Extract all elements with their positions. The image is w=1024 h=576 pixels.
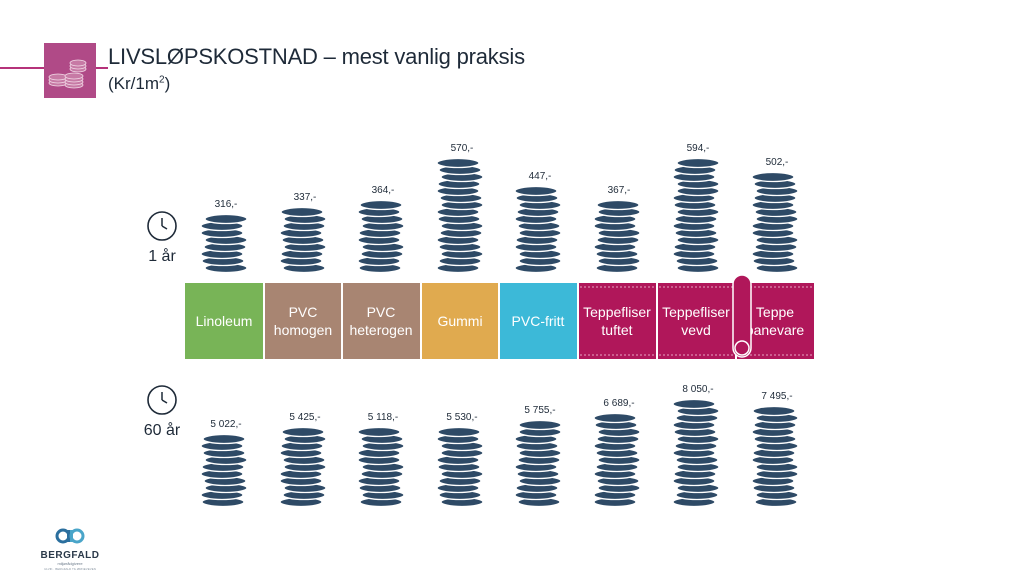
- coin-stack-1-year: [751, 171, 799, 274]
- brand-logo: BERGFALD miljørådgivere ULVIK · BERGFALD…: [38, 528, 102, 571]
- coin-stack-icon: [48, 59, 87, 89]
- category-label: heterogen: [349, 322, 412, 338]
- value-label-1-year: 447,-: [529, 171, 552, 182]
- category-label: Linoleum: [196, 313, 253, 329]
- coin: [751, 171, 795, 183]
- series-label: 1 år: [148, 247, 176, 265]
- coin: [672, 398, 716, 410]
- coin: [518, 419, 562, 431]
- coin-stack-1-year: [672, 157, 720, 274]
- carpet-roll-icon: [732, 274, 752, 358]
- category-cell: [657, 283, 735, 359]
- coin: [281, 426, 325, 438]
- coin-stack-1-year: [436, 157, 484, 274]
- coin-stack-1-year: [357, 199, 405, 274]
- value-label-60-years: 8 050,-: [682, 384, 713, 395]
- subtitle-superscript: 2: [159, 74, 165, 86]
- value-label-1-year: 502,-: [766, 157, 789, 168]
- coin-stack-60-years: [357, 426, 405, 508]
- value-label-60-years: 5 755,-: [524, 405, 555, 416]
- series-label: 60 år: [144, 421, 181, 439]
- category-label: banevare: [746, 322, 805, 338]
- category-cell: [264, 283, 342, 359]
- value-label-60-years: 5 425,-: [289, 412, 320, 423]
- coin-stack-60-years: [593, 412, 641, 508]
- brand-name: BERGFALD: [40, 550, 100, 561]
- value-label-60-years: 5 530,-: [446, 412, 477, 423]
- subtitle-prefix: (Kr/1m: [108, 74, 159, 93]
- coin: [676, 157, 720, 169]
- logo-box: [44, 43, 96, 98]
- coin-stack-1-year: [279, 206, 327, 274]
- coin-stack-1-year: [200, 213, 248, 274]
- category-label: tuftet: [601, 322, 632, 338]
- value-label-1-year: 337,-: [294, 192, 317, 203]
- coin: [357, 426, 401, 438]
- category-cell: [421, 283, 499, 359]
- category-label: PVC-fritt: [512, 313, 565, 329]
- value-label-60-years: 6 689,-: [603, 398, 634, 409]
- coin: [514, 185, 558, 197]
- coin: [204, 213, 248, 225]
- value-label-1-year: 367,-: [608, 185, 631, 196]
- coin: [752, 405, 796, 417]
- value-label-1-year: 570,-: [451, 143, 474, 154]
- category-label: vevd: [681, 322, 711, 338]
- value-label-1-year: 316,-: [215, 199, 238, 210]
- carpet-roll-end-icon: [734, 340, 750, 356]
- coin: [436, 157, 480, 169]
- brand-tagline: miljørådgivere: [57, 561, 83, 566]
- coin-stack-60-years: [279, 426, 327, 508]
- coin: [437, 426, 481, 438]
- coin: [593, 412, 637, 424]
- coin-stack-60-years: [436, 426, 484, 508]
- category-cell: [578, 283, 656, 359]
- value-label-60-years: 5 022,-: [210, 419, 241, 430]
- subtitle-suffix: ): [164, 74, 171, 93]
- value-label-1-year: 364,-: [372, 185, 395, 196]
- value-label-60-years: 7 495,-: [761, 391, 792, 402]
- value-label-60-years: 5 118,-: [368, 412, 398, 423]
- category-label: Teppefliser: [583, 304, 651, 320]
- category-cell: [342, 283, 420, 359]
- clock-hand: [161, 225, 168, 230]
- coin-stack-60-years: [672, 398, 720, 508]
- coin-stack-60-years: [514, 419, 562, 508]
- category-label: homogen: [274, 322, 332, 338]
- coin-stack-1-year: [593, 199, 641, 274]
- category-label: Teppe: [756, 304, 794, 320]
- category-label: PVC: [289, 304, 318, 320]
- value-label-1-year: 594,-: [687, 143, 710, 154]
- category-cell: [185, 283, 263, 359]
- coin: [280, 206, 324, 218]
- coin-stack-60-years: [200, 433, 248, 508]
- clock-hand: [161, 399, 168, 404]
- page-title: LIVSLØPSKOSTNAD – mest vanlig praksis: [108, 44, 525, 69]
- coin: [596, 199, 640, 211]
- category-label: PVC: [367, 304, 396, 320]
- brand-fine-print: ULVIK · BERGFALD TIL ØRNEVEVEN: [44, 567, 96, 571]
- coin: [202, 433, 246, 445]
- category-label: Teppefliser: [662, 304, 730, 320]
- category-cell: [499, 283, 577, 359]
- coin-stack-1-year: [514, 185, 562, 274]
- coin: [359, 199, 403, 211]
- bergfald-mark-icon: [55, 528, 85, 544]
- coin-stack-60-years: [751, 405, 799, 508]
- page-subtitle: (Kr/1m2): [108, 74, 170, 94]
- category-label: Gummi: [437, 313, 482, 329]
